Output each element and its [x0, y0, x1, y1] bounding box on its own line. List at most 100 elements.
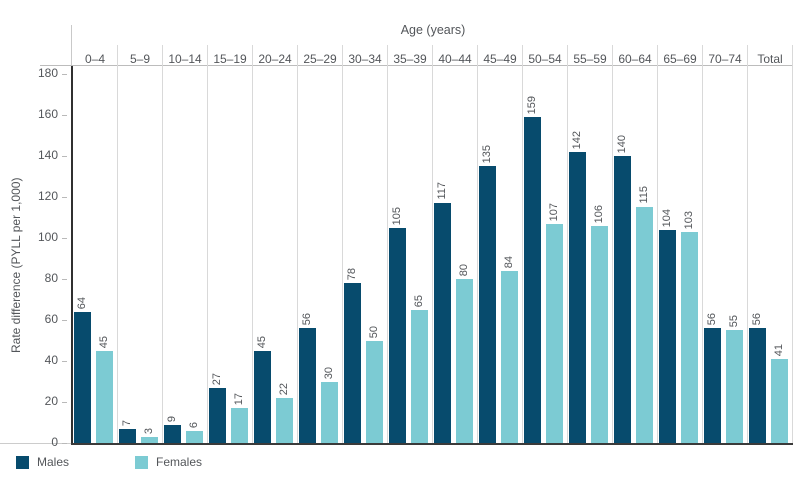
category-label: Total: [757, 52, 783, 66]
data-label: 135: [481, 144, 493, 163]
y-tick-label: 80: [44, 271, 58, 285]
data-label: 115: [638, 186, 650, 204]
category-label: 15–19: [213, 52, 247, 66]
bar-males: [119, 429, 136, 443]
bar-males: [74, 312, 91, 443]
data-label: 9: [166, 415, 178, 422]
category-column: 0–4 64 45: [73, 45, 118, 443]
data-label: 30: [323, 366, 335, 379]
bar-males: [614, 156, 631, 443]
data-label: 56: [301, 312, 313, 325]
category-column: 20–24 45 22: [253, 45, 298, 443]
bar-females: [366, 341, 383, 443]
category-column: 15–19 27 17: [208, 45, 253, 443]
category-column: 45–49 135 84: [478, 45, 523, 443]
bar-females: [501, 271, 518, 443]
bar-females: [96, 351, 113, 443]
data-label: 159: [526, 95, 538, 114]
y-tick-mark: [62, 402, 67, 403]
data-label: 142: [571, 130, 583, 149]
data-label: 55: [728, 314, 740, 327]
category-label: 0–4: [84, 52, 106, 66]
category-column: 10–14 9 6: [163, 45, 208, 443]
legend-label-females: Females: [156, 455, 203, 469]
category-label: 5–9: [129, 52, 151, 66]
category-column: 70–74 56 55: [703, 45, 748, 443]
bar-females: [141, 437, 158, 443]
bar-males: [344, 283, 361, 443]
category-column: 50–54 159 107: [523, 45, 568, 443]
data-label: 65: [413, 294, 425, 307]
bar-males: [524, 117, 541, 443]
category-column: Total 56 41: [748, 45, 793, 443]
data-label: 117: [436, 182, 448, 200]
bar-females: [771, 359, 788, 443]
y-axis-line-upper: [71, 25, 72, 65]
data-label: 7: [121, 419, 133, 426]
category-label: 50–54: [528, 52, 562, 66]
bar-females: [411, 310, 428, 443]
data-label: 140: [616, 134, 628, 153]
data-label: 105: [391, 206, 403, 225]
data-label: 6: [188, 421, 200, 428]
category-label: 35–39: [393, 52, 427, 66]
data-label: 45: [98, 335, 110, 348]
category-label: 55–59: [573, 52, 607, 66]
bar-males: [389, 228, 406, 443]
y-tick-label: 40: [44, 353, 58, 367]
bar-females: [456, 279, 473, 443]
category-column: 30–34 78 50: [343, 45, 388, 443]
y-axis-title: Rate difference (PYLL per 1,000): [9, 177, 23, 353]
bar-females: [321, 382, 338, 443]
legend-swatch-females: [135, 455, 148, 469]
bar-males: [434, 203, 451, 443]
y-tick-mark: [62, 320, 67, 321]
category-label: 65–69: [663, 52, 697, 66]
bar-males: [209, 388, 226, 443]
bar-males: [569, 152, 586, 443]
data-label: 80: [458, 263, 470, 276]
category-column: 60–64 140 115: [613, 45, 658, 443]
category-label: 45–49: [483, 52, 517, 66]
bar-males: [704, 328, 721, 443]
data-label: 27: [211, 372, 223, 385]
bar-females: [186, 431, 203, 443]
category-label: 30–34: [348, 52, 382, 66]
category-label: 25–29: [303, 52, 337, 66]
bar-males: [299, 328, 316, 443]
y-tick-label: 100: [37, 230, 58, 244]
category-label: 70–74: [708, 52, 742, 66]
y-tick-label: 140: [37, 148, 58, 162]
data-label: 103: [683, 210, 695, 229]
plot-area: 0–4 64 45 5–9 7 3 10–14 9 6 15–19 27 17 20–24 45 22 25–…: [73, 45, 793, 443]
data-label: 17: [233, 392, 245, 405]
y-tick-label: 120: [37, 189, 58, 203]
bar-females: [591, 226, 608, 443]
bar-males: [659, 230, 676, 443]
bar-females: [276, 398, 293, 443]
baseline-left-segment: [0, 443, 71, 444]
data-label: 3: [143, 427, 155, 434]
y-tick-mark: [62, 238, 67, 239]
y-tick-label: 0: [51, 435, 58, 449]
category-column: 40–44 117 80: [433, 45, 478, 443]
category-column: 35–39 105 65: [388, 45, 433, 443]
bar-females: [546, 224, 563, 443]
y-tick-label: 20: [44, 394, 58, 408]
category-column: 55–59 142 106: [568, 45, 613, 443]
category-column: 5–9 7 3: [118, 45, 163, 443]
y-tick-mark: [62, 279, 67, 280]
data-label: 104: [661, 208, 673, 227]
category-header-line: [40, 65, 793, 66]
data-label: 22: [278, 382, 290, 395]
data-label: 50: [368, 325, 380, 338]
data-label: 41: [773, 343, 785, 356]
bar-males: [749, 328, 766, 443]
data-label: 56: [751, 312, 763, 325]
y-tick-mark: [62, 74, 67, 75]
y-tick-mark: [62, 156, 67, 157]
y-tick-label: 60: [44, 312, 58, 326]
y-tick-mark: [62, 115, 67, 116]
data-label: 64: [76, 296, 88, 309]
x-axis-baseline: [71, 443, 793, 445]
